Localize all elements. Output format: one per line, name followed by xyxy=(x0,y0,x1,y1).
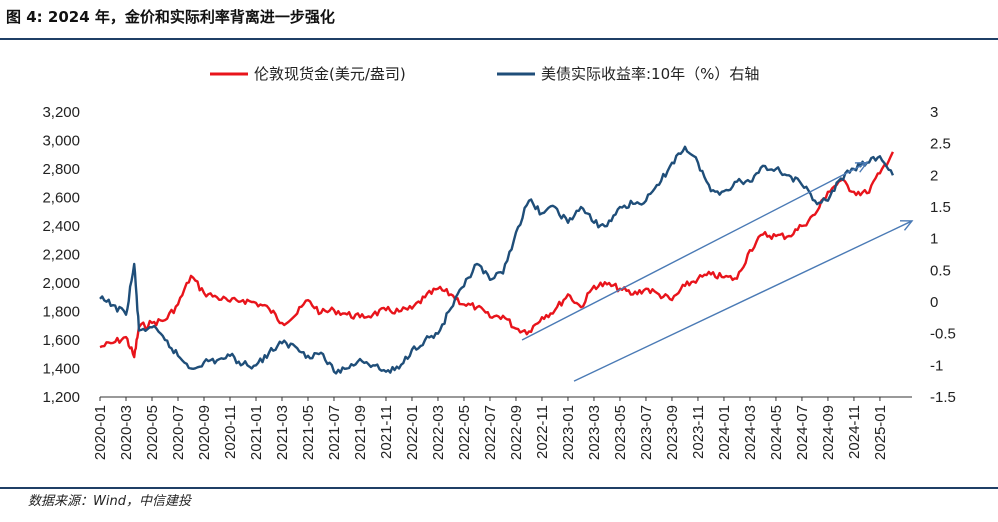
y-right-tick-label: -1 xyxy=(930,357,943,374)
x-tick-label: 2023-09 xyxy=(664,405,681,460)
x-tick-label: 2021-09 xyxy=(352,405,369,460)
legend-label-2: 美债实际收益率:10年（%）右轴 xyxy=(541,65,759,83)
y-right-tick-label: 0.5 xyxy=(930,262,951,279)
x-tick-label: 2021-05 xyxy=(300,405,317,460)
trend-arrow-line-2 xyxy=(573,220,913,382)
trend-arrow-head-1 xyxy=(854,161,869,173)
x-tick-label: 2020-11 xyxy=(222,405,239,459)
y-right-tick-label: 3 xyxy=(930,104,938,121)
annotation-layer xyxy=(521,161,914,382)
y-left-tick-label: 2,400 xyxy=(42,218,80,235)
y-left-tick-label: 2,200 xyxy=(42,247,80,264)
x-tick-label: 2021-07 xyxy=(326,405,343,460)
trend-arrow-line-1 xyxy=(521,162,868,341)
x-tick-label: 2024-11 xyxy=(846,405,863,459)
y-left-tick-label: 1,400 xyxy=(42,361,80,378)
y-right-tick-label: 2 xyxy=(930,167,938,184)
legend-label-1: 伦敦现货金(美元/盎司) xyxy=(254,65,406,83)
x-tick-label: 2023-03 xyxy=(586,405,603,460)
source-note: 数据来源：Wind，中信建投 xyxy=(28,494,191,509)
x-tick-label: 2020-03 xyxy=(118,405,135,460)
x-tick-label: 2020-05 xyxy=(144,405,161,460)
y-right-tick-label: -0.5 xyxy=(930,326,956,343)
legend: 伦敦现货金(美元/盎司) 美债实际收益率:10年（%）右轴 xyxy=(210,65,759,83)
axes-layer: 1,200 1,400 1,600 1,800 2,000 2,200 2,400 2,600… xyxy=(42,104,955,460)
y-right-tick-label: 1.5 xyxy=(930,199,951,216)
x-tick-label: 2023-11 xyxy=(690,405,707,459)
y-right-tick-label: 1 xyxy=(930,231,938,248)
series-layer xyxy=(99,145,895,375)
y-right-tick-label: -1.5 xyxy=(930,389,956,406)
x-tick-label: 2022-01 xyxy=(404,405,421,460)
x-tick-label: 2024-07 xyxy=(794,405,811,460)
series-line-2 xyxy=(99,145,895,375)
x-tick-label: 2021-11 xyxy=(378,405,395,459)
x-tick-label: 2022-11 xyxy=(534,405,551,459)
trend-arrow-head-2 xyxy=(899,220,914,231)
x-tick-label: 2024-03 xyxy=(742,405,759,460)
y-left-tick-label: 3,200 xyxy=(42,104,80,121)
y-left-tick-label: 1,600 xyxy=(42,332,80,349)
y-left-tick-label: 3,000 xyxy=(42,133,80,150)
x-tick-label: 2024-01 xyxy=(716,405,733,460)
x-tick-label: 2021-01 xyxy=(248,405,265,460)
x-tick-label: 2020-07 xyxy=(170,405,187,460)
top-rule xyxy=(0,38,998,40)
x-tick-label: 2022-03 xyxy=(430,405,447,460)
x-tick-label: 2023-07 xyxy=(638,405,655,460)
x-tick-label: 2020-01 xyxy=(92,405,109,460)
y-right-tick-label: 2.5 xyxy=(930,136,951,153)
y-left-tick-label: 2,600 xyxy=(42,190,80,207)
y-right-tick-label: 0 xyxy=(930,294,938,311)
x-tick-label: 2020-09 xyxy=(196,405,213,460)
y-left-tick-label: 1,800 xyxy=(42,304,80,321)
x-tick-label: 2022-09 xyxy=(508,405,525,460)
y-left-tick-label: 1,200 xyxy=(42,389,80,406)
series-line-1 xyxy=(99,151,894,359)
x-tick-label: 2021-03 xyxy=(274,405,291,460)
y-left-tick-label: 2,000 xyxy=(42,275,80,292)
x-tick-label: 2024-09 xyxy=(820,405,837,460)
x-tick-label: 2025-01 xyxy=(872,405,889,460)
x-tick-label: 2024-05 xyxy=(768,405,785,460)
y-left-tick-label: 2,800 xyxy=(42,161,80,178)
x-tick-label: 2022-05 xyxy=(456,405,473,460)
x-tick-label: 2023-05 xyxy=(612,405,629,460)
x-tick-label: 2022-07 xyxy=(482,405,499,460)
x-tick-label: 2023-01 xyxy=(560,405,577,460)
bottom-rule xyxy=(0,487,998,489)
figure-title: 图 4: 2024 年，金价和实际利率背离进一步强化 xyxy=(6,8,335,26)
